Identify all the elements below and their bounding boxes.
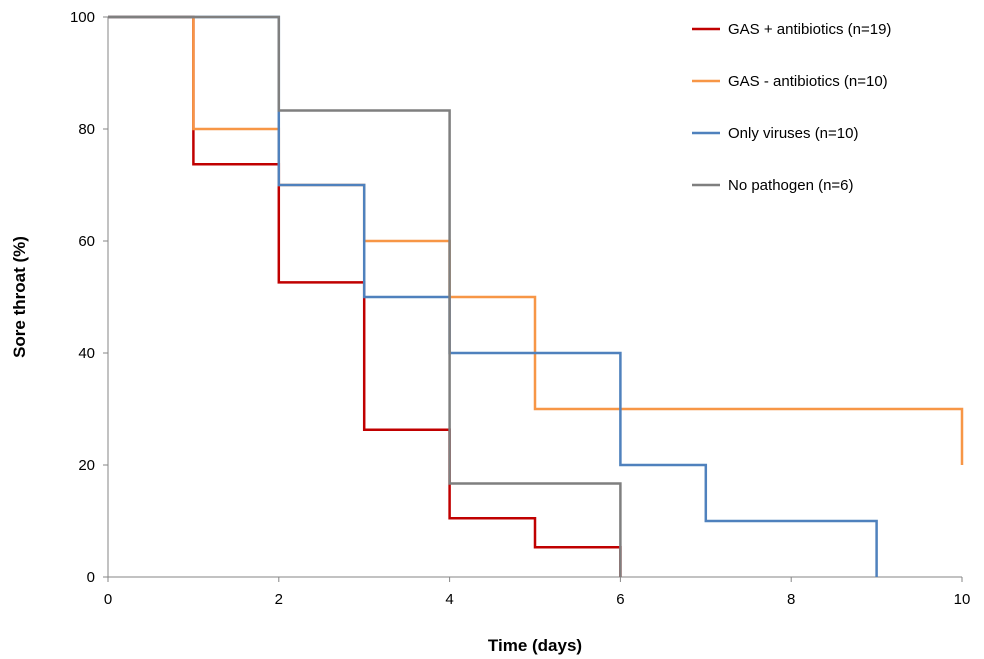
y-tick-label: 100 xyxy=(70,9,95,26)
y-axis-title: Sore throat (%) xyxy=(10,236,29,358)
x-tick-label: 8 xyxy=(787,591,795,608)
y-tick-label: 20 xyxy=(78,457,95,474)
x-tick-label: 4 xyxy=(445,591,453,608)
legend-item: Only viruses (n=10) xyxy=(692,125,858,142)
legend: GAS + antibiotics (n=19) GAS - antibiotic… xyxy=(692,21,891,194)
series-line-1 xyxy=(108,15,622,577)
legend-item: GAS + antibiotics (n=19) xyxy=(692,21,891,38)
x-tick-label: 2 xyxy=(275,591,283,608)
series-line-4 xyxy=(108,15,622,577)
series-layer xyxy=(108,15,964,577)
legend-item: GAS - antibiotics (n=10) xyxy=(692,73,888,90)
tick-labels: 0 20 40 60 80 100 0 2 4 6 8 10 xyxy=(70,9,970,608)
legend-label: GAS + antibiotics (n=19) xyxy=(728,21,891,38)
legend-label: GAS - antibiotics (n=10) xyxy=(728,73,888,90)
legend-label: Only viruses (n=10) xyxy=(728,125,858,142)
x-tick-label: 0 xyxy=(104,591,112,608)
axes xyxy=(103,16,963,582)
legend-item: No pathogen (n=6) xyxy=(692,177,854,194)
y-tick-label: 60 xyxy=(78,233,95,250)
x-tick-label: 6 xyxy=(616,591,624,608)
y-tick-label: 0 xyxy=(87,569,95,586)
y-tick-label: 40 xyxy=(78,345,95,362)
x-tick-label: 10 xyxy=(954,591,971,608)
legend-label: No pathogen (n=6) xyxy=(728,177,854,194)
y-tick-label: 80 xyxy=(78,121,95,138)
x-axis-title: Time (days) xyxy=(488,636,582,655)
